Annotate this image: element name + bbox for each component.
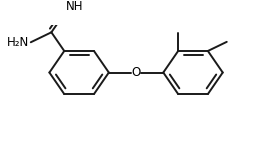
Text: NH: NH [66, 0, 84, 13]
Text: H₂N: H₂N [6, 36, 29, 49]
Text: O: O [131, 66, 141, 79]
